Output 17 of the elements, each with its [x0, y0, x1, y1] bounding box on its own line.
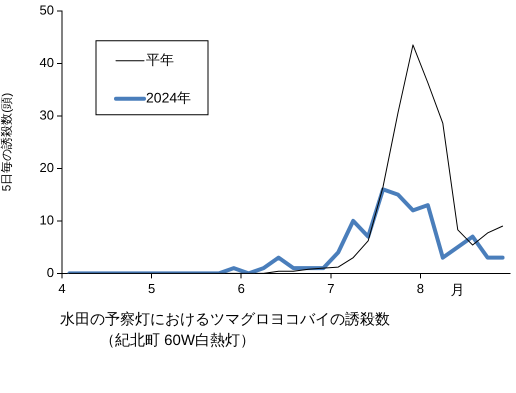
x-tick-label: 4: [58, 280, 66, 296]
x-tick-label: 6: [238, 280, 245, 296]
y-tick-label: 10: [40, 212, 54, 228]
y-tick-label: 40: [40, 54, 54, 70]
y-tick-label: 20: [40, 160, 54, 175]
y-axis-title: 5日毎の誘殺数(頭): [0, 92, 14, 192]
x-tick-label: 5: [148, 280, 156, 296]
x-tick-label: 8: [416, 280, 424, 296]
text: 水田の予察灯におけるツマグロヨコバイの誘殺数: [59, 310, 391, 329]
y-tick-label: 0: [46, 264, 54, 280]
y-tick-label: 50: [40, 2, 54, 18]
x-tick-label: 7: [327, 280, 334, 296]
x-axis-title: 月: [450, 281, 464, 298]
text: （紀北町 60W白熱灯）: [99, 331, 256, 350]
legend-label: 2024年: [146, 90, 192, 106]
legend-label: 平年: [146, 52, 174, 68]
y-tick-label: 30: [40, 107, 54, 122]
